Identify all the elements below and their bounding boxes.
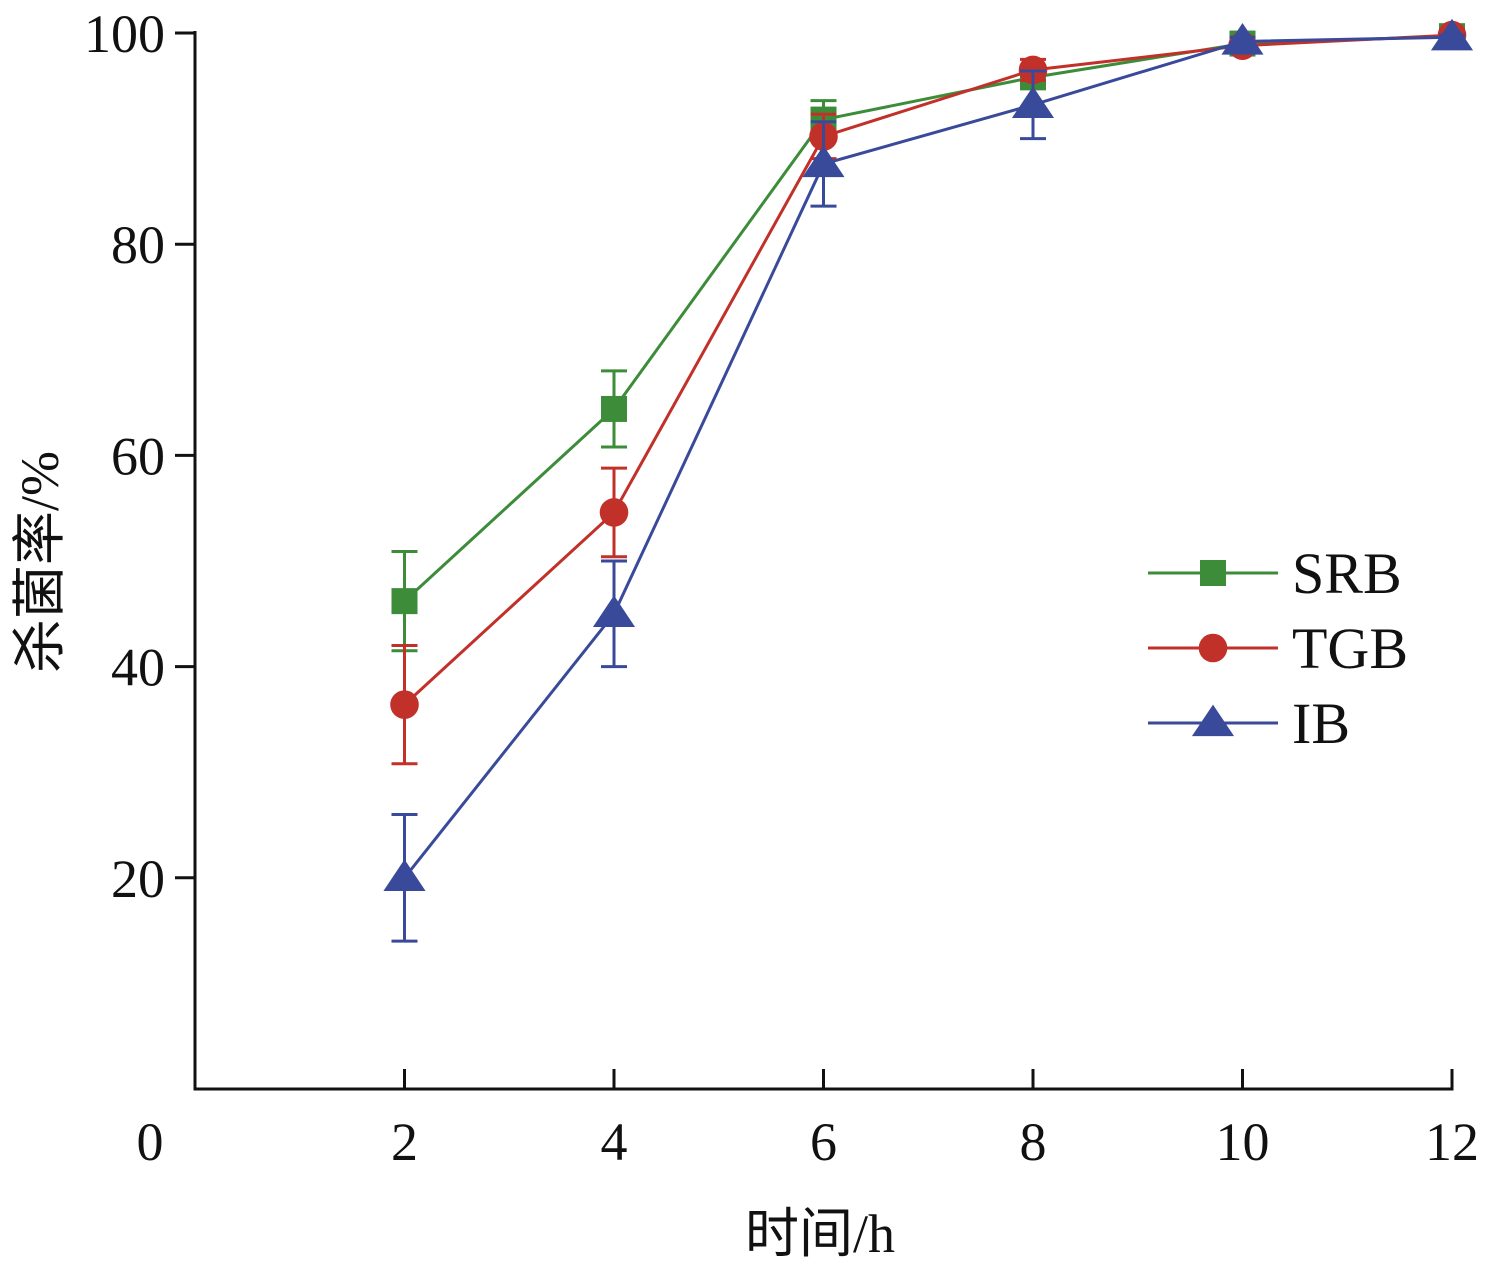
legend-marker-tgb xyxy=(1198,633,1228,663)
data-point-ib xyxy=(383,859,426,891)
legend-item-ib: IB xyxy=(1148,691,1350,756)
data-point-ib xyxy=(802,145,845,178)
series-ib xyxy=(383,18,1474,943)
axes: 20 40 60 80 100 0 2 4 6 8 10 12 xyxy=(84,4,1479,1172)
data-point-ib xyxy=(1430,18,1474,51)
y-tick-label: 60 xyxy=(111,426,165,486)
data-point-ib xyxy=(1011,86,1055,118)
legend-label-srb: SRB xyxy=(1292,541,1402,606)
y-tick-label: 40 xyxy=(111,638,165,698)
legend-marker-srb xyxy=(1200,560,1226,586)
data-point-tgb xyxy=(390,690,419,719)
legend: SRB TGB IB xyxy=(1148,541,1408,756)
series-group xyxy=(383,18,1474,943)
legend-label-tgb: TGB xyxy=(1292,616,1408,681)
legend-item-tgb: TGB xyxy=(1148,616,1408,681)
data-point-ib xyxy=(592,595,636,627)
series-line-srb xyxy=(403,34,1453,603)
x-tick-label: 2 xyxy=(391,1112,418,1172)
data-point-srb xyxy=(601,395,627,422)
legend-marker-ib xyxy=(1191,704,1235,737)
x-tick-label: 6 xyxy=(810,1112,837,1172)
series-line-ib xyxy=(403,35,1453,879)
y-tick-label: 100 xyxy=(84,4,165,64)
x-tick-label: 8 xyxy=(1020,1112,1047,1172)
y-tick-label: 80 xyxy=(111,215,165,275)
y-axis-title: 杀菌率/% xyxy=(10,451,70,673)
x-tick-label: 10 xyxy=(1216,1112,1270,1172)
x-tick-label: 12 xyxy=(1425,1112,1479,1172)
legend-item-srb: SRB xyxy=(1148,541,1402,606)
data-point-tgb xyxy=(599,498,629,527)
legend-label-ib: IB xyxy=(1292,691,1350,756)
x-axis-title: 时间/h xyxy=(745,1204,895,1264)
y-tick-label: 20 xyxy=(111,849,165,909)
data-point-srb xyxy=(391,588,418,615)
series-line-tgb xyxy=(403,33,1453,706)
x-tick-label: 4 xyxy=(601,1112,628,1172)
data-point-ib xyxy=(1221,23,1264,55)
x-tick-label: 0 xyxy=(137,1112,164,1172)
